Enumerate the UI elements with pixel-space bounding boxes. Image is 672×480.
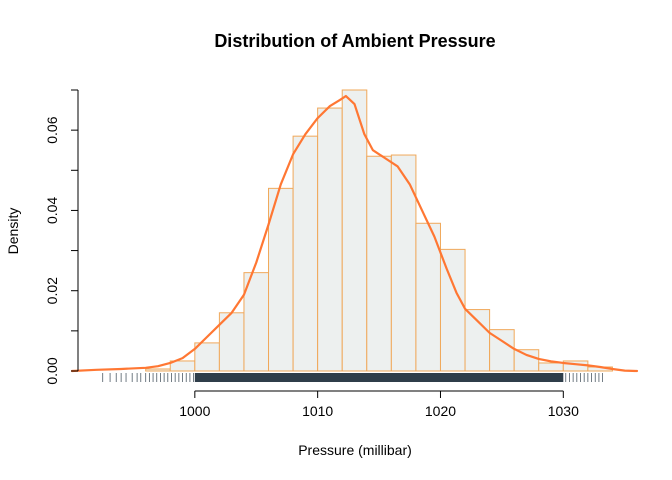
y-tick-label: 0.00 <box>44 357 60 384</box>
x-tick-label: 1000 <box>179 403 210 419</box>
histogram-bar <box>145 368 171 372</box>
histogram-bar <box>464 309 491 372</box>
y-axis: 0.00 0.02 0.04 0.06 <box>44 89 79 385</box>
y-tick-label: 0.02 <box>44 277 60 304</box>
histogram-bar <box>268 187 294 372</box>
density-curve <box>70 94 639 373</box>
histogram-bar <box>317 107 343 372</box>
histogram-bar <box>366 155 392 372</box>
histogram-bar <box>243 272 270 372</box>
density-curve-group <box>70 94 639 373</box>
y-tick-label: 0.04 <box>44 197 60 224</box>
histogram-bar <box>538 362 564 372</box>
x-tick-label: 1030 <box>548 403 579 419</box>
y-tick-label: 0.06 <box>44 116 60 143</box>
histogram-bar <box>194 342 220 372</box>
histogram-bar <box>513 349 540 372</box>
histogram-bar <box>292 135 319 372</box>
chart-title: Distribution of Ambient Pressure <box>214 31 495 51</box>
rug-dense-block <box>194 373 564 382</box>
histogram-bars <box>145 89 613 372</box>
histogram-bar <box>341 89 368 372</box>
x-tick-label: 1010 <box>302 403 333 419</box>
x-axis: 1000 1010 1020 1030 <box>179 390 579 419</box>
y-axis-label: Density <box>5 208 21 255</box>
x-axis-label: Pressure (millibar) <box>298 442 412 458</box>
x-tick-label: 1020 <box>425 403 456 419</box>
rug-marks <box>102 373 604 382</box>
histogram-bar <box>439 248 466 372</box>
